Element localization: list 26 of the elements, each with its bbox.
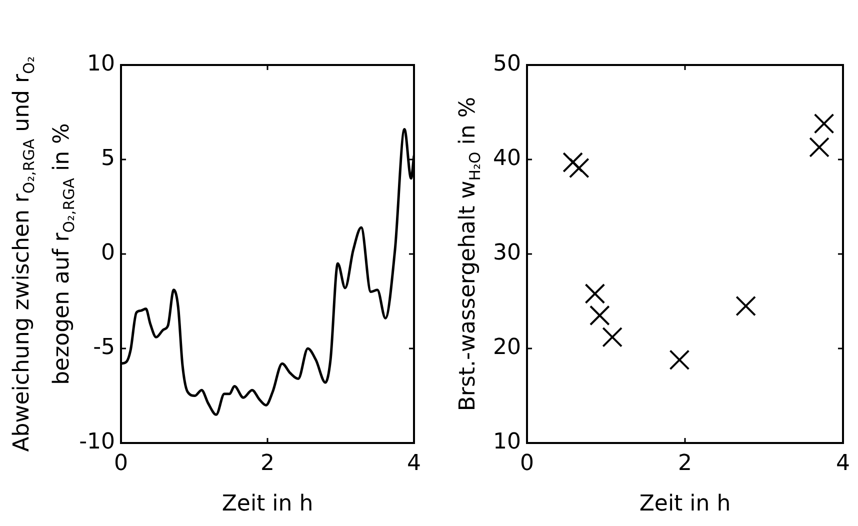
point [568, 158, 590, 178]
point [562, 152, 584, 173]
y-tick-label: 50 [493, 52, 521, 77]
y-tick-label: 10 [87, 52, 115, 77]
y-tick-label: -10 [79, 430, 115, 455]
point [602, 326, 623, 348]
y-tick-label: 20 [493, 335, 521, 360]
x-tick-label: 4 [836, 450, 850, 476]
point [736, 296, 756, 316]
y-tick-label: 10 [493, 430, 521, 455]
y-tick-label: 5 [101, 146, 115, 172]
x-axis-title: Zeit in h [222, 492, 314, 517]
y-tick-label: -5 [93, 335, 115, 360]
point [589, 305, 610, 326]
point [669, 350, 690, 370]
y-tick-label: 30 [493, 240, 521, 266]
x-tick-label: 2 [260, 450, 274, 476]
x-tick-label: 2 [678, 450, 692, 476]
x-tick-label: 4 [407, 450, 421, 476]
y-tick-label: 40 [493, 146, 521, 172]
x-axis-title: Zeit in h [639, 492, 731, 517]
y-tick-label: 0 [101, 240, 115, 266]
point [584, 284, 606, 304]
point [809, 137, 830, 158]
point [814, 113, 834, 134]
y-axis-title: Brst.-wassergehalt wH₂O in % [456, 96, 484, 412]
